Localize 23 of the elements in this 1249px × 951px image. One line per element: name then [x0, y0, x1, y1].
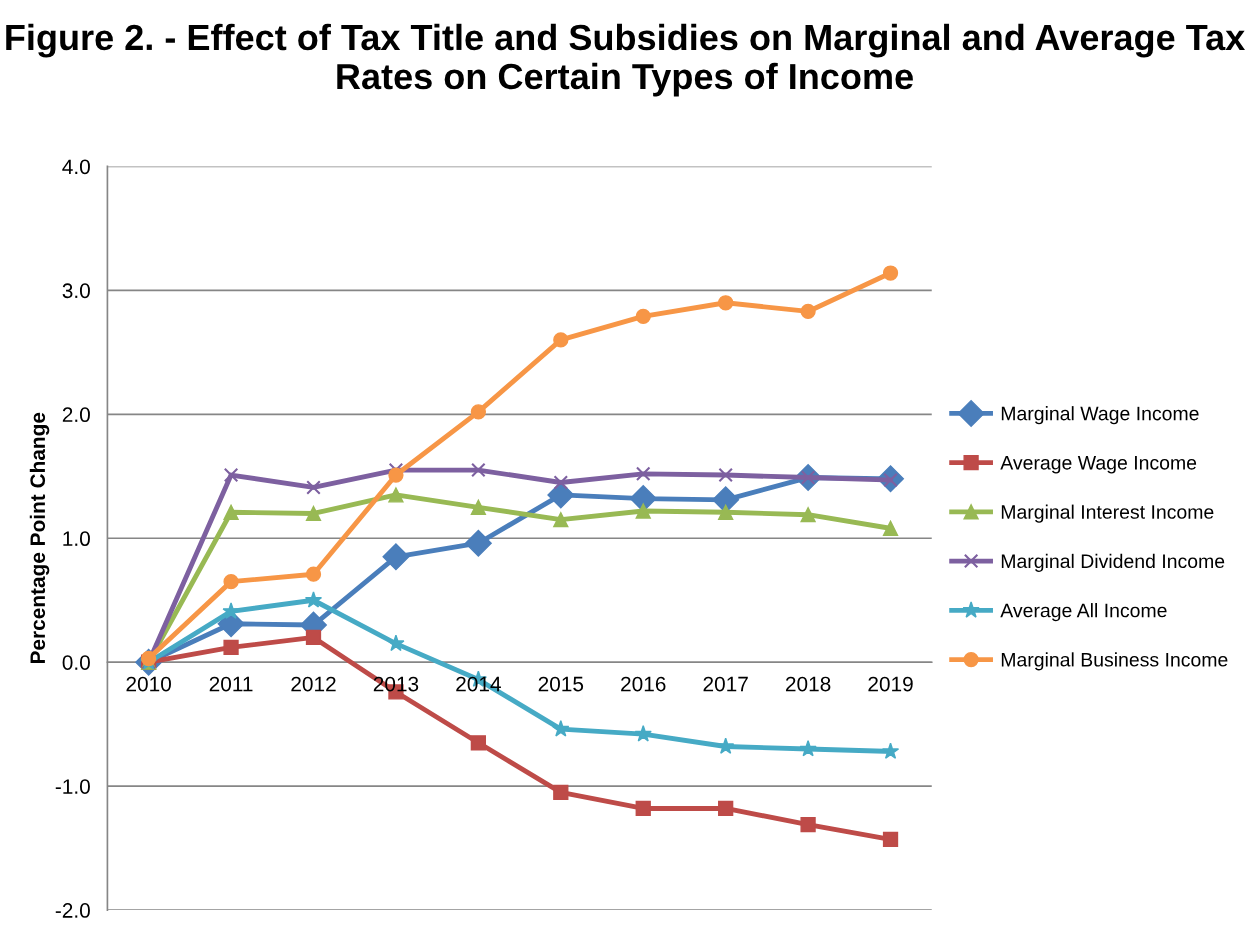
legend-label: Marginal Dividend Income [1001, 553, 1225, 572]
x-tick-label: 2017 [703, 676, 748, 692]
x-tick-label: 2010 [126, 676, 171, 692]
legend-label: Average All Income [1000, 603, 1167, 622]
legend-label: Marginal Business Income [1001, 652, 1228, 671]
y-tick-label: 1.0 [63, 531, 90, 547]
y-tick-label: 0.0 [62, 655, 90, 670]
legend-label: Marginal Interest Income [1001, 504, 1214, 523]
x-tick-label: 2015 [538, 676, 584, 692]
y-tick-label: 4.0 [62, 159, 90, 175]
x-tick-label: 2011 [209, 676, 253, 692]
x-tick-label: 2019 [868, 676, 913, 692]
y-tick-label: 3.0 [62, 283, 90, 299]
y-tick-label: 2.0 [62, 407, 90, 423]
y-tick-label: -1.0 [55, 779, 90, 794]
x-tick-label: 2018 [785, 676, 831, 692]
legend-label: Marginal Wage Income [1001, 406, 1199, 425]
y-axis-title: Percentage Point Change [29, 412, 50, 664]
x-tick-label: 2012 [291, 676, 336, 692]
y-tick-label: -2.0 [55, 903, 90, 918]
chart-title: Figure 2. - Effect of Tax Title and Subsidies on Marginal and Average Tax Rates on Certain Types of Income [6, 23, 1245, 97]
legend-label: Average Wage Income [1000, 456, 1197, 474]
x-tick-label: 2016 [621, 676, 666, 692]
